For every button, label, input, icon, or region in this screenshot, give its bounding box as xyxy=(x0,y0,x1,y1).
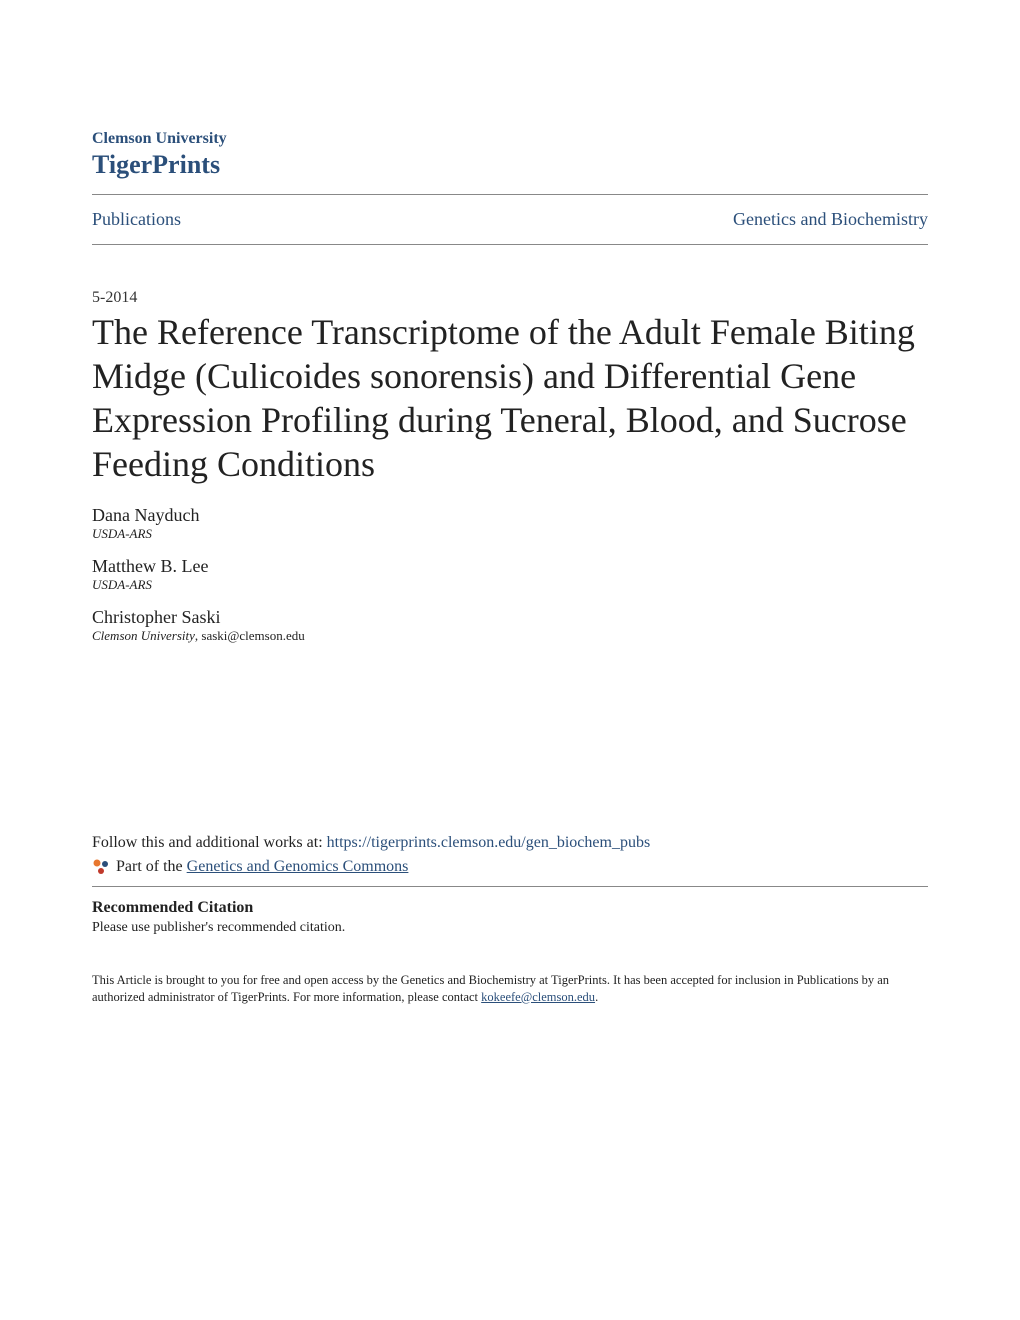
header-block: Clemson University TigerPrints xyxy=(92,130,928,180)
follow-prefix: Follow this and additional works at: xyxy=(92,834,327,851)
footer-after: . xyxy=(595,990,598,1004)
nav-department-link[interactable]: Genetics and Biochemistry xyxy=(733,209,928,230)
author-affil-text: USDA-ARS xyxy=(92,526,152,541)
institution-name: Clemson University xyxy=(92,130,928,148)
author-block-3: Christopher Saski Clemson University, sa… xyxy=(92,607,928,644)
network-icon xyxy=(92,858,110,876)
partof-text: Part of the Genetics and Genomics Common… xyxy=(116,858,408,876)
follow-line: Follow this and additional works at: htt… xyxy=(92,834,928,852)
repository-name: TigerPrints xyxy=(92,150,928,180)
nav-publications-link[interactable]: Publications xyxy=(92,209,181,230)
follow-section: Follow this and additional works at: htt… xyxy=(92,834,928,876)
publication-date: 5-2014 xyxy=(92,289,928,307)
author-affil-text: USDA-ARS xyxy=(92,577,152,592)
partof-link[interactable]: Genetics and Genomics Commons xyxy=(187,858,409,875)
author-affiliation: Clemson University, saski@clemson.edu xyxy=(92,628,928,644)
partof-line: Part of the Genetics and Genomics Common… xyxy=(92,858,928,876)
nav-row: Publications Genetics and Biochemistry xyxy=(92,195,928,244)
article-title: The Reference Transcriptome of the Adult… xyxy=(92,311,928,487)
divider-citation xyxy=(92,886,928,887)
footer-email-link[interactable]: kokeefe@clemson.edu xyxy=(481,990,595,1004)
author-affiliation: USDA-ARS xyxy=(92,526,928,542)
citation-heading: Recommended Citation xyxy=(92,899,928,917)
author-name: Christopher Saski xyxy=(92,607,928,628)
citation-text: Please use publisher's recommended citat… xyxy=(92,920,928,936)
author-block-1: Dana Nayduch USDA-ARS xyxy=(92,505,928,542)
author-block-2: Matthew B. Lee USDA-ARS xyxy=(92,556,928,593)
author-email: , saski@clemson.edu xyxy=(195,628,305,643)
divider-nav xyxy=(92,244,928,245)
author-affil-text: Clemson University xyxy=(92,628,195,643)
author-name: Matthew B. Lee xyxy=(92,556,928,577)
author-name: Dana Nayduch xyxy=(92,505,928,526)
author-affiliation: USDA-ARS xyxy=(92,577,928,593)
follow-link[interactable]: https://tigerprints.clemson.edu/gen_bioc… xyxy=(327,834,651,851)
footer-text: This Article is brought to you for free … xyxy=(92,972,928,1006)
partof-prefix: Part of the xyxy=(116,858,187,875)
